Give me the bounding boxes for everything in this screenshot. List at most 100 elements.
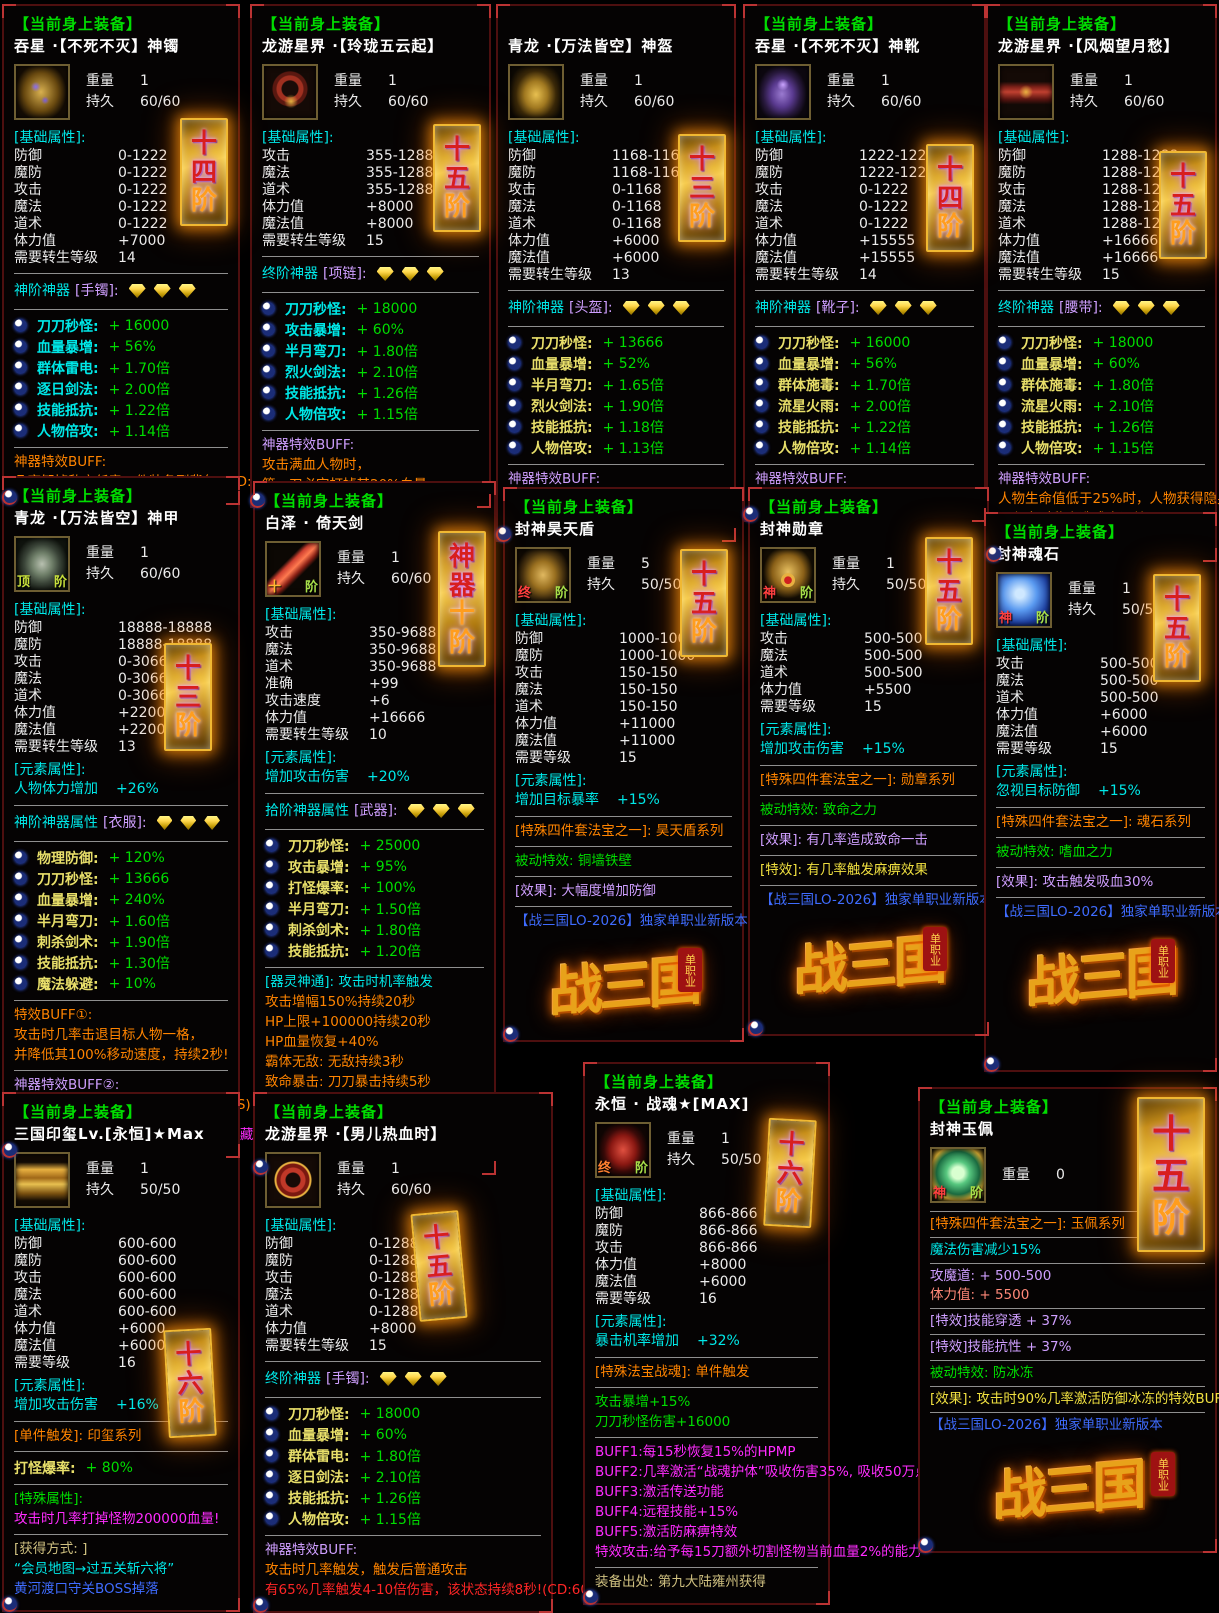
- item-name: 白泽 · 倚天剑: [265, 514, 365, 532]
- artifact-slot-label: [腰带]:: [1059, 300, 1103, 316]
- divider: [595, 1567, 818, 1568]
- weight-label: 重量: [86, 545, 114, 561]
- attribute-row: 半月弯刀: + 1.60倍: [14, 910, 228, 931]
- gem-icon: [869, 301, 887, 315]
- stat-row: 道术 350-9688: [265, 659, 484, 676]
- attribute-label: 烈火剑法:: [285, 364, 347, 381]
- divider: [14, 1000, 228, 1001]
- attribute-value: + 1.14倍: [108, 423, 170, 440]
- stat-label: 防御: [14, 620, 42, 636]
- divider: [760, 855, 977, 856]
- stat-label: 魔法值: [262, 216, 304, 232]
- stat-value: +6000: [1100, 724, 1148, 740]
- item-icon[interactable]: [998, 64, 1054, 120]
- divider: [755, 290, 974, 291]
- item-icon[interactable]: [14, 1152, 70, 1208]
- artifact-grade-label: 终阶神器: [998, 300, 1054, 316]
- equipped-header: 【当前身上装备】: [14, 15, 143, 33]
- item-icon[interactable]: 神阶: [996, 572, 1052, 628]
- section-label: [基础属性]:: [755, 130, 827, 146]
- element-stat-label: 增加攻击伤害: [265, 769, 349, 785]
- item-icon[interactable]: [508, 64, 564, 120]
- game-logo: 战三国 单职业: [930, 1436, 1205, 1534]
- stat-value: 0-3066: [118, 671, 168, 687]
- item-icon[interactable]: 十阶: [265, 541, 321, 597]
- item-icon[interactable]: [14, 64, 70, 120]
- stat-row: 魔法值 +6000: [14, 1338, 228, 1355]
- divider: [760, 825, 977, 826]
- panel-corner-br: [482, 1161, 496, 1175]
- equipped-header: 【当前身上装备】: [262, 15, 391, 33]
- stat-label: 攻击: [265, 1270, 293, 1286]
- stat-label: 魔法: [515, 682, 543, 698]
- stat-value: 0-1222: [118, 216, 168, 232]
- stat-label: 体力值: [14, 233, 56, 249]
- stat-row: 需要等级 15: [760, 699, 977, 716]
- stat-value: 14: [859, 267, 877, 283]
- stat-row: 魔法 0-1222: [14, 199, 228, 216]
- yinyang-bullet-icon: [755, 336, 768, 349]
- item-icon[interactable]: [265, 1152, 321, 1208]
- stat-label: 攻击: [262, 148, 290, 164]
- stat-label: 魔法: [14, 199, 42, 215]
- stat-label: 防御: [508, 148, 536, 164]
- attribute-row: 打怪爆率: + 80%: [14, 1457, 228, 1478]
- weight-value: 1: [140, 545, 149, 561]
- game-logo-text: 战三国: [548, 946, 699, 1025]
- item-icon[interactable]: 神阶: [760, 547, 816, 603]
- divider: [262, 430, 479, 431]
- artifact-grade-row: 神阶神器 [手镯]:: [14, 279, 228, 303]
- stat-value: 0-1222: [859, 182, 909, 198]
- attribute-label: 群体雷电:: [288, 1448, 350, 1465]
- item-icon[interactable]: [755, 64, 811, 120]
- stat-label: 道术: [14, 688, 42, 704]
- durability-label: 持久: [827, 94, 855, 110]
- item-summary: 重量 1 持久 60/60: [998, 64, 1205, 120]
- stat-row: 体力值 +5500: [760, 682, 977, 699]
- element-stat-label: 人物体力增加: [14, 781, 98, 797]
- stat-label: 魔法值: [996, 724, 1038, 740]
- stat-row: 魔法 350-9688: [265, 642, 484, 659]
- stat-label: 攻击: [760, 631, 788, 647]
- item-icon[interactable]: [262, 64, 318, 120]
- weight-label: 重量: [337, 1161, 365, 1177]
- divider: [996, 837, 1205, 838]
- attribute-row: 烈火剑法: + 2.10倍: [262, 361, 479, 382]
- stat-value: 350-9688: [369, 659, 437, 675]
- stat-row: 需要转生等级 14: [755, 267, 974, 284]
- attribute-row: 烈火剑法: + 1.90倍: [508, 395, 724, 416]
- stat-label: 体力值: [760, 682, 802, 698]
- element-stat-row: 暴击机率增加 +32%: [595, 1332, 818, 1351]
- attribute-row: 血量暴增: + 56%: [14, 336, 228, 357]
- item-icon[interactable]: 神阶: [930, 1147, 986, 1203]
- panel-corner-bl: [2, 490, 17, 505]
- weight-label: 重量: [667, 1131, 695, 1147]
- yinyang-bullet-icon: [14, 382, 27, 395]
- stat-row: 防御 0-1288: [265, 1236, 541, 1253]
- element-stat-label: 增加攻击伤害: [14, 1397, 98, 1413]
- attribute-row: 刺杀剑术: + 1.90倍: [14, 931, 228, 952]
- seal-char: 十: [448, 599, 475, 630]
- item-icon[interactable]: 顶阶: [14, 536, 70, 592]
- stat-label: 体力值: [595, 1257, 637, 1273]
- attribute-row: 刀刀秒怪: + 16000: [755, 332, 974, 353]
- yinyang-bullet-icon: [508, 441, 521, 454]
- item-icon[interactable]: 终阶: [515, 547, 571, 603]
- panel-corner-br: [226, 1144, 240, 1158]
- attribute-value: + 240%: [108, 891, 165, 908]
- grade-seal: 十五阶: [1159, 151, 1207, 259]
- spirit-desc: 攻击增幅150%持续20秒: [265, 994, 416, 1010]
- gem-icon: [432, 804, 450, 818]
- yinyang-bullet-icon: [14, 340, 27, 353]
- spirit-desc: HP上限+100000持续20秒: [265, 1014, 431, 1030]
- divider: [265, 829, 484, 830]
- stat-row: 魔法值 +15555: [755, 250, 974, 267]
- item-icon[interactable]: 终阶: [595, 1122, 651, 1178]
- seal-char: 阶: [774, 1186, 803, 1218]
- section-label: [基础属性]:: [996, 638, 1068, 654]
- stat-row: 防御 866-866: [595, 1206, 818, 1223]
- stat-label: 体力值: [998, 233, 1040, 249]
- attribute-value: + 18000: [359, 1405, 421, 1422]
- buff-desc: BUFF3:激活传送功能: [595, 1484, 724, 1500]
- stat-value: 600-600: [118, 1270, 177, 1286]
